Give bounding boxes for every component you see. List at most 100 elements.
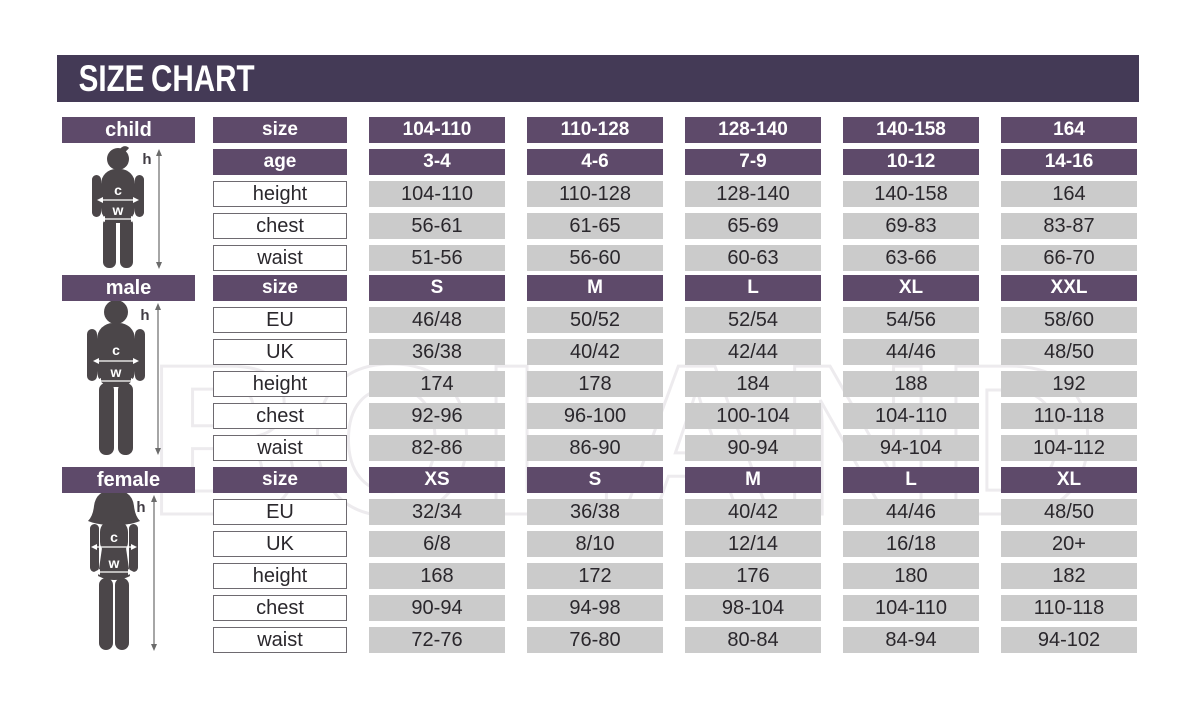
- male-size-cell-2: L: [685, 275, 821, 301]
- female-size-cell-1: S: [527, 467, 663, 493]
- male-EU-cell-4: 58/60: [1001, 307, 1137, 333]
- male-chest-cell-0: 92-96: [369, 403, 505, 429]
- child-waist-cell-4: 66-70: [1001, 245, 1137, 271]
- female-row-label-UK: UK: [213, 531, 347, 557]
- male-height-cell-0: 174: [369, 371, 505, 397]
- female-size-cell-0: XS: [369, 467, 505, 493]
- female-waist-cell-0: 72-76: [369, 627, 505, 653]
- male-waist-cell-0: 82-86: [369, 435, 505, 461]
- child-height-cell-2: 128-140: [685, 181, 821, 207]
- child-chest-cell-2: 65-69: [685, 213, 821, 239]
- female-chest-cell-1: 94-98: [527, 595, 663, 621]
- male-UK-cell-2: 42/44: [685, 339, 821, 365]
- male-size-cell-4: XXL: [1001, 275, 1137, 301]
- child-height-cell-1: 110-128: [527, 181, 663, 207]
- female-row-label-waist: waist: [213, 627, 347, 653]
- male-row-label-UK: UK: [213, 339, 347, 365]
- male-size-cell-0: S: [369, 275, 505, 301]
- male-chest-cell-2: 100-104: [685, 403, 821, 429]
- female-EU-cell-4: 48/50: [1001, 499, 1137, 525]
- female-chest-cell-4: 110-118: [1001, 595, 1137, 621]
- male-waist-cell-3: 94-104: [843, 435, 979, 461]
- child-row-label-size: size: [213, 117, 347, 143]
- male-size-table: size S M L XL XXL EU 46/48 50/52 52/54 54/56 58/60 U…: [213, 275, 1137, 461]
- male-EU-cell-3: 54/56: [843, 307, 979, 333]
- child-row-label-waist: waist: [213, 245, 347, 271]
- female-row-label-size: size: [213, 467, 347, 493]
- child-height-cell-4: 164: [1001, 181, 1137, 207]
- child-waist-cell-2: 60-63: [685, 245, 821, 271]
- child-chest-cell-1: 61-65: [527, 213, 663, 239]
- male-EU-cell-2: 52/54: [685, 307, 821, 333]
- child-size-cell-3: 140-158: [843, 117, 979, 143]
- female-height-cell-1: 172: [527, 563, 663, 589]
- male-EU-cell-1: 50/52: [527, 307, 663, 333]
- female-waist-cell-2: 80-84: [685, 627, 821, 653]
- female-UK-cell-4: 20+: [1001, 531, 1137, 557]
- female-row-label-height: height: [213, 563, 347, 589]
- child-row-label-chest: chest: [213, 213, 347, 239]
- male-row-label-chest: chest: [213, 403, 347, 429]
- child-chest-cell-0: 56-61: [369, 213, 505, 239]
- female-waist-cell-4: 94-102: [1001, 627, 1137, 653]
- female-height-cell-0: 168: [369, 563, 505, 589]
- male-row-label-size: size: [213, 275, 347, 301]
- female-EU-cell-0: 32/34: [369, 499, 505, 525]
- child-row-label-height: height: [213, 181, 347, 207]
- child-age-cell-4: 14-16: [1001, 149, 1137, 175]
- height-letter: h: [142, 151, 151, 168]
- female-UK-cell-1: 8/10: [527, 531, 663, 557]
- female-waist-cell-1: 76-80: [527, 627, 663, 653]
- height-letter: h: [136, 499, 145, 516]
- male-height-cell-4: 192: [1001, 371, 1137, 397]
- female-EU-cell-2: 40/42: [685, 499, 821, 525]
- chest-letter: c: [110, 529, 118, 545]
- male-UK-cell-4: 48/50: [1001, 339, 1137, 365]
- child-size-cell-2: 128-140: [685, 117, 821, 143]
- female-size-table: size XS S M L XL EU 32/34 36/38 40/42 44/46 48/50 UK…: [213, 467, 1137, 653]
- female-EU-cell-3: 44/46: [843, 499, 979, 525]
- child-waist-cell-1: 56-60: [527, 245, 663, 271]
- male-UK-cell-0: 36/38: [369, 339, 505, 365]
- page-title: SIZE CHART: [78, 58, 255, 99]
- female-size-cell-3: L: [843, 467, 979, 493]
- child-size-cell-0: 104-110: [369, 117, 505, 143]
- child-size-cell-1: 110-128: [527, 117, 663, 143]
- child-row-label-age: age: [213, 149, 347, 175]
- section-label-child: child: [62, 117, 195, 143]
- male-waist-cell-1: 86-90: [527, 435, 663, 461]
- title-bar: SIZE CHART: [57, 55, 1139, 102]
- section-label-female: female: [62, 467, 195, 493]
- female-size-cell-4: XL: [1001, 467, 1137, 493]
- male-height-cell-3: 188: [843, 371, 979, 397]
- male-waist-cell-2: 90-94: [685, 435, 821, 461]
- child-silhouette-icon: c w h: [92, 146, 162, 269]
- child-height-cell-0: 104-110: [369, 181, 505, 207]
- child-chest-cell-4: 83-87: [1001, 213, 1137, 239]
- male-row-label-EU: EU: [213, 307, 347, 333]
- female-chest-cell-0: 90-94: [369, 595, 505, 621]
- male-UK-cell-3: 44/46: [843, 339, 979, 365]
- female-row-label-chest: chest: [213, 595, 347, 621]
- child-chest-cell-3: 69-83: [843, 213, 979, 239]
- waist-letter: w: [110, 364, 122, 380]
- female-row-label-EU: EU: [213, 499, 347, 525]
- child-age-cell-0: 3-4: [369, 149, 505, 175]
- female-chest-cell-2: 98-104: [685, 595, 821, 621]
- male-row-label-waist: waist: [213, 435, 347, 461]
- chest-letter: c: [112, 342, 120, 358]
- female-UK-cell-0: 6/8: [369, 531, 505, 557]
- child-waist-cell-0: 51-56: [369, 245, 505, 271]
- male-size-cell-3: XL: [843, 275, 979, 301]
- child-age-cell-3: 10-12: [843, 149, 979, 175]
- female-EU-cell-1: 36/38: [527, 499, 663, 525]
- height-letter: h: [140, 307, 149, 324]
- male-height-cell-1: 178: [527, 371, 663, 397]
- male-height-cell-2: 184: [685, 371, 821, 397]
- waist-letter: w: [112, 202, 124, 218]
- waist-letter: w: [108, 555, 120, 571]
- child-age-cell-1: 4-6: [527, 149, 663, 175]
- female-UK-cell-2: 12/14: [685, 531, 821, 557]
- chest-letter: c: [114, 182, 122, 198]
- female-chest-cell-3: 104-110: [843, 595, 979, 621]
